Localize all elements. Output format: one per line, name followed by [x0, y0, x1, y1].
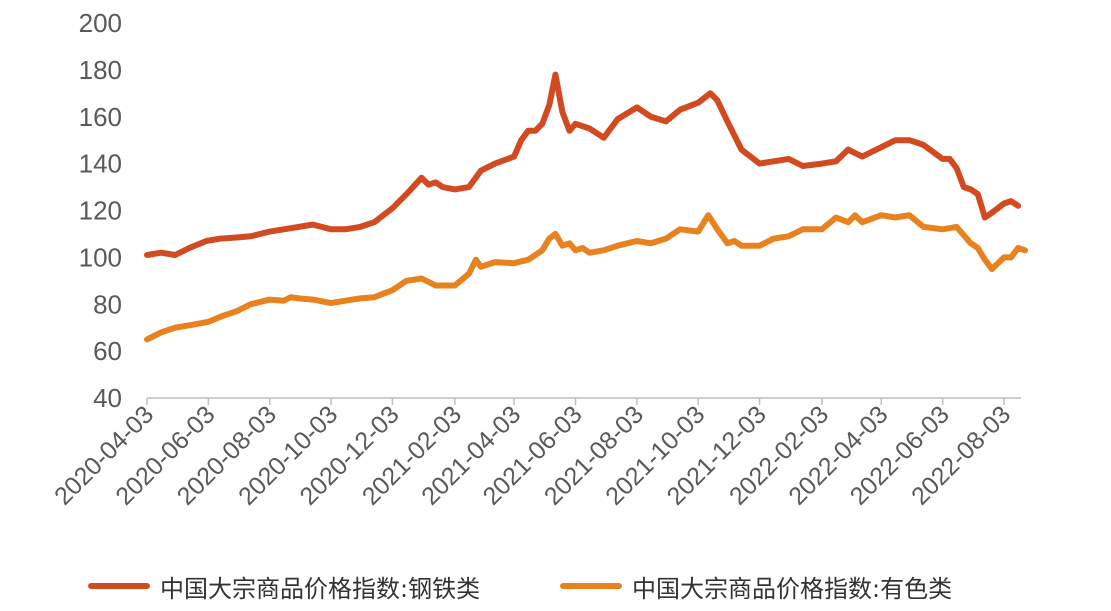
line-chart: 40 60 80 100 120 140 160 180 200 2020-04-032020-…	[49, 8, 1029, 511]
y-axis-tick-labels: 40 60 80 100 120 140 160 180 200	[79, 8, 122, 413]
legend-swatch-steel	[88, 583, 150, 589]
y-tick-label: 40	[93, 383, 122, 413]
y-tick-label: 140	[79, 149, 122, 179]
legend-label-nonferrous: 中国大宗商品价格指数:有色类	[632, 574, 953, 603]
series-lines	[144, 71, 1029, 343]
legend-swatch-nonferrous	[560, 583, 622, 589]
y-tick-label: 100	[79, 242, 122, 272]
y-tick-label: 180	[79, 55, 122, 85]
y-tick-label: 160	[79, 102, 122, 132]
series-line-steel	[144, 71, 1022, 258]
y-tick-label: 60	[93, 336, 122, 366]
series-line-nonferrous	[144, 212, 1029, 343]
legend-item-nonferrous: 中国大宗商品价格指数:有色类	[560, 568, 952, 604]
x-axis-tick-labels: 2020-04-032020-06-032020-08-032020-10-03…	[49, 398, 1016, 511]
legend: 中国大宗商品价格指数:钢铁类 中国大宗商品价格指数:有色类	[0, 568, 1111, 608]
y-tick-label: 200	[79, 8, 122, 38]
legend-item-steel: 中国大宗商品价格指数:钢铁类	[88, 568, 480, 604]
y-tick-label: 80	[93, 289, 122, 319]
y-tick-label: 120	[79, 196, 122, 226]
legend-label-steel: 中国大宗商品价格指数:钢铁类	[160, 574, 481, 603]
